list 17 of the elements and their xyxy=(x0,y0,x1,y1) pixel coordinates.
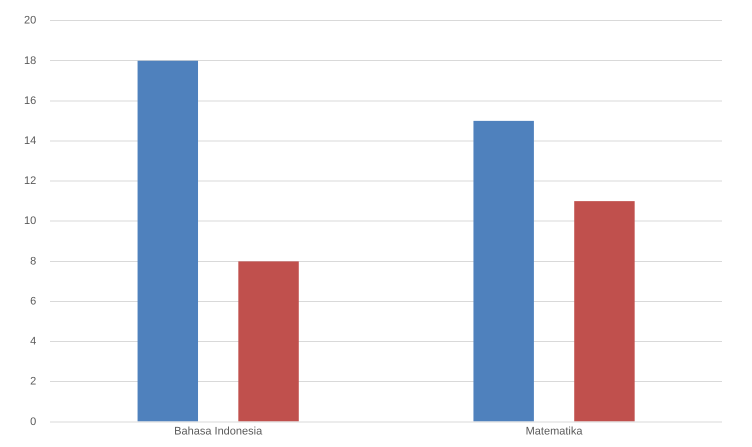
x-tick-label: Bahasa Indonesia xyxy=(174,425,264,438)
y-tick-label: 0 xyxy=(30,416,36,428)
x-tick-label: Matematika xyxy=(526,425,584,438)
y-tick-label: 14 xyxy=(24,134,36,147)
y-tick-label: 20 xyxy=(24,14,36,27)
y-tick-label: 4 xyxy=(30,336,36,348)
y-tick-label: 2 xyxy=(30,376,36,388)
y-tick-label: 16 xyxy=(24,94,36,107)
y-tick-label: 6 xyxy=(30,295,36,308)
y-tick-label: 8 xyxy=(30,255,36,268)
bar xyxy=(138,60,198,422)
y-tick-label: 12 xyxy=(24,175,36,188)
bar xyxy=(238,261,299,422)
bar xyxy=(473,120,534,422)
y-tick-label: 10 xyxy=(24,215,36,228)
bar xyxy=(574,201,635,422)
y-tick-label: 18 xyxy=(24,54,36,67)
